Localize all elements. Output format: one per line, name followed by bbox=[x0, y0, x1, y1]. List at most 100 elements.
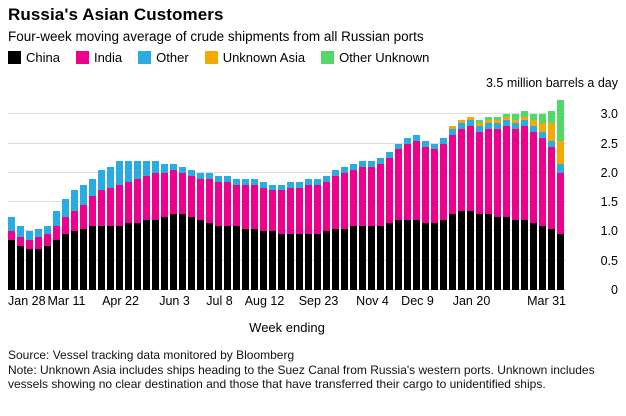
bar-segment-india bbox=[539, 137, 546, 226]
bar-segment-other-unknown bbox=[539, 114, 546, 124]
bar-segment-other bbox=[548, 140, 555, 147]
bar-segment-unknown-asia bbox=[557, 140, 564, 165]
bar-segment-india bbox=[305, 184, 312, 235]
bar-segment-china bbox=[359, 225, 366, 290]
gridline bbox=[8, 171, 566, 173]
bar-segment-china bbox=[251, 228, 258, 290]
bar-segment-china bbox=[341, 228, 348, 290]
bar-segment-other bbox=[170, 164, 177, 170]
bar-segment-india bbox=[368, 167, 375, 226]
legend-label: Unknown Asia bbox=[222, 50, 306, 65]
bar-segment-china bbox=[368, 225, 375, 290]
bar-segment-other-unknown bbox=[485, 117, 492, 121]
bar-segment-china bbox=[179, 213, 186, 290]
bar-week-30 bbox=[278, 184, 285, 290]
x-axis-tick-label: Mar 11 bbox=[47, 294, 86, 308]
bar-week-10 bbox=[98, 169, 105, 290]
bar-week-29 bbox=[269, 184, 276, 290]
bar-segment-unknown-asia bbox=[512, 120, 519, 124]
y-axis-tick-label: 1.5 bbox=[600, 195, 618, 210]
bar-segment-china bbox=[89, 225, 96, 290]
bar-week-12 bbox=[116, 161, 123, 290]
bar-week-42 bbox=[386, 152, 393, 290]
bar-segment-china bbox=[296, 234, 303, 290]
bar-week-9 bbox=[89, 178, 96, 290]
bar-segment-india bbox=[386, 158, 393, 223]
y-axis-unit-label: 3.5 million barrels a day bbox=[485, 76, 618, 90]
bar-segment-unknown-asia bbox=[494, 120, 501, 124]
bar-segment-other bbox=[152, 161, 159, 173]
bar-week-28 bbox=[260, 181, 267, 290]
bar-week-44 bbox=[404, 137, 411, 290]
bar-segment-india bbox=[98, 190, 105, 226]
bar-segment-china bbox=[26, 249, 33, 290]
bar-segment-other bbox=[395, 143, 402, 150]
bar-segment-india bbox=[395, 149, 402, 220]
bar-week-59 bbox=[539, 114, 546, 290]
bar-week-32 bbox=[296, 181, 303, 290]
bar-segment-india bbox=[53, 225, 60, 241]
bar-segment-other bbox=[107, 167, 114, 188]
bar-segment-china bbox=[440, 219, 447, 290]
bar-week-14 bbox=[134, 161, 141, 290]
bar-segment-other bbox=[125, 161, 132, 182]
bar-segment-other bbox=[26, 231, 33, 241]
x-axis-title: Week ending bbox=[249, 320, 325, 335]
bar-segment-other bbox=[476, 126, 483, 132]
bar-segment-other-unknown bbox=[512, 114, 519, 121]
bar-segment-other bbox=[359, 161, 366, 168]
bar-segment-india bbox=[215, 181, 222, 226]
bar-segment-india bbox=[341, 172, 348, 229]
x-axis-tick-label: Jun 3 bbox=[159, 294, 190, 308]
bar-segment-other bbox=[215, 175, 222, 182]
x-axis-tick-label: Jan 28 bbox=[8, 294, 46, 308]
bar-segment-china bbox=[215, 225, 222, 290]
bar-segment-china bbox=[242, 228, 249, 290]
bar-segment-other bbox=[134, 161, 141, 179]
legend-label: Other bbox=[156, 50, 189, 65]
legend-item-unknown-asia: Unknown Asia bbox=[204, 50, 306, 65]
bar-segment-india bbox=[8, 231, 15, 241]
bar-segment-other bbox=[305, 178, 312, 185]
legend-label: China bbox=[26, 50, 60, 65]
bar-segment-other bbox=[89, 178, 96, 197]
bar-segment-china bbox=[422, 222, 429, 290]
x-axis-tick-label: Apr 22 bbox=[102, 294, 139, 308]
bar-week-15 bbox=[143, 161, 150, 290]
bar-segment-india bbox=[161, 172, 168, 217]
bar-segment-other bbox=[350, 164, 357, 170]
bar-segment-unknown-asia bbox=[476, 123, 483, 127]
bar-week-1 bbox=[17, 225, 24, 290]
bar-segment-other bbox=[179, 167, 186, 173]
bar-segment-china bbox=[53, 240, 60, 290]
bar-segment-china bbox=[287, 234, 294, 290]
y-axis-labels: 0 0.5 1.0 1.5 2.0 2.5 3.0 bbox=[572, 85, 618, 297]
bar-segment-india bbox=[71, 210, 78, 232]
bar-segment-india bbox=[233, 184, 240, 226]
bar-segment-unknown-asia bbox=[521, 117, 528, 121]
y-axis-tick-label: 3.0 bbox=[600, 107, 618, 122]
bar-segment-other bbox=[521, 120, 528, 127]
bar-segment-china bbox=[350, 225, 357, 290]
bar-segment-unknown-asia bbox=[458, 120, 465, 124]
bar-week-31 bbox=[287, 181, 294, 290]
bar-week-13 bbox=[125, 161, 132, 290]
bar-segment-china bbox=[494, 216, 501, 290]
bar-segment-india bbox=[179, 172, 186, 214]
bar-week-50 bbox=[458, 120, 465, 290]
legend-item-other-unknown: Other Unknown bbox=[321, 50, 429, 65]
bar-segment-china bbox=[8, 240, 15, 290]
legend-item-other: Other bbox=[138, 50, 189, 65]
legend: China India Other Unknown Asia Other Unknown bbox=[8, 50, 429, 65]
bar-segment-india bbox=[62, 216, 69, 235]
bar-week-22 bbox=[206, 172, 213, 290]
bar-segment-india bbox=[134, 178, 141, 223]
bar-week-3 bbox=[35, 228, 42, 290]
bar-segment-india bbox=[332, 175, 339, 229]
bar-segment-other bbox=[314, 178, 321, 185]
bar-segment-china bbox=[35, 249, 42, 290]
bar-segment-india bbox=[548, 146, 555, 229]
bar-segment-india bbox=[296, 187, 303, 235]
bar-segment-other bbox=[224, 175, 231, 182]
bar-week-45 bbox=[413, 134, 420, 290]
